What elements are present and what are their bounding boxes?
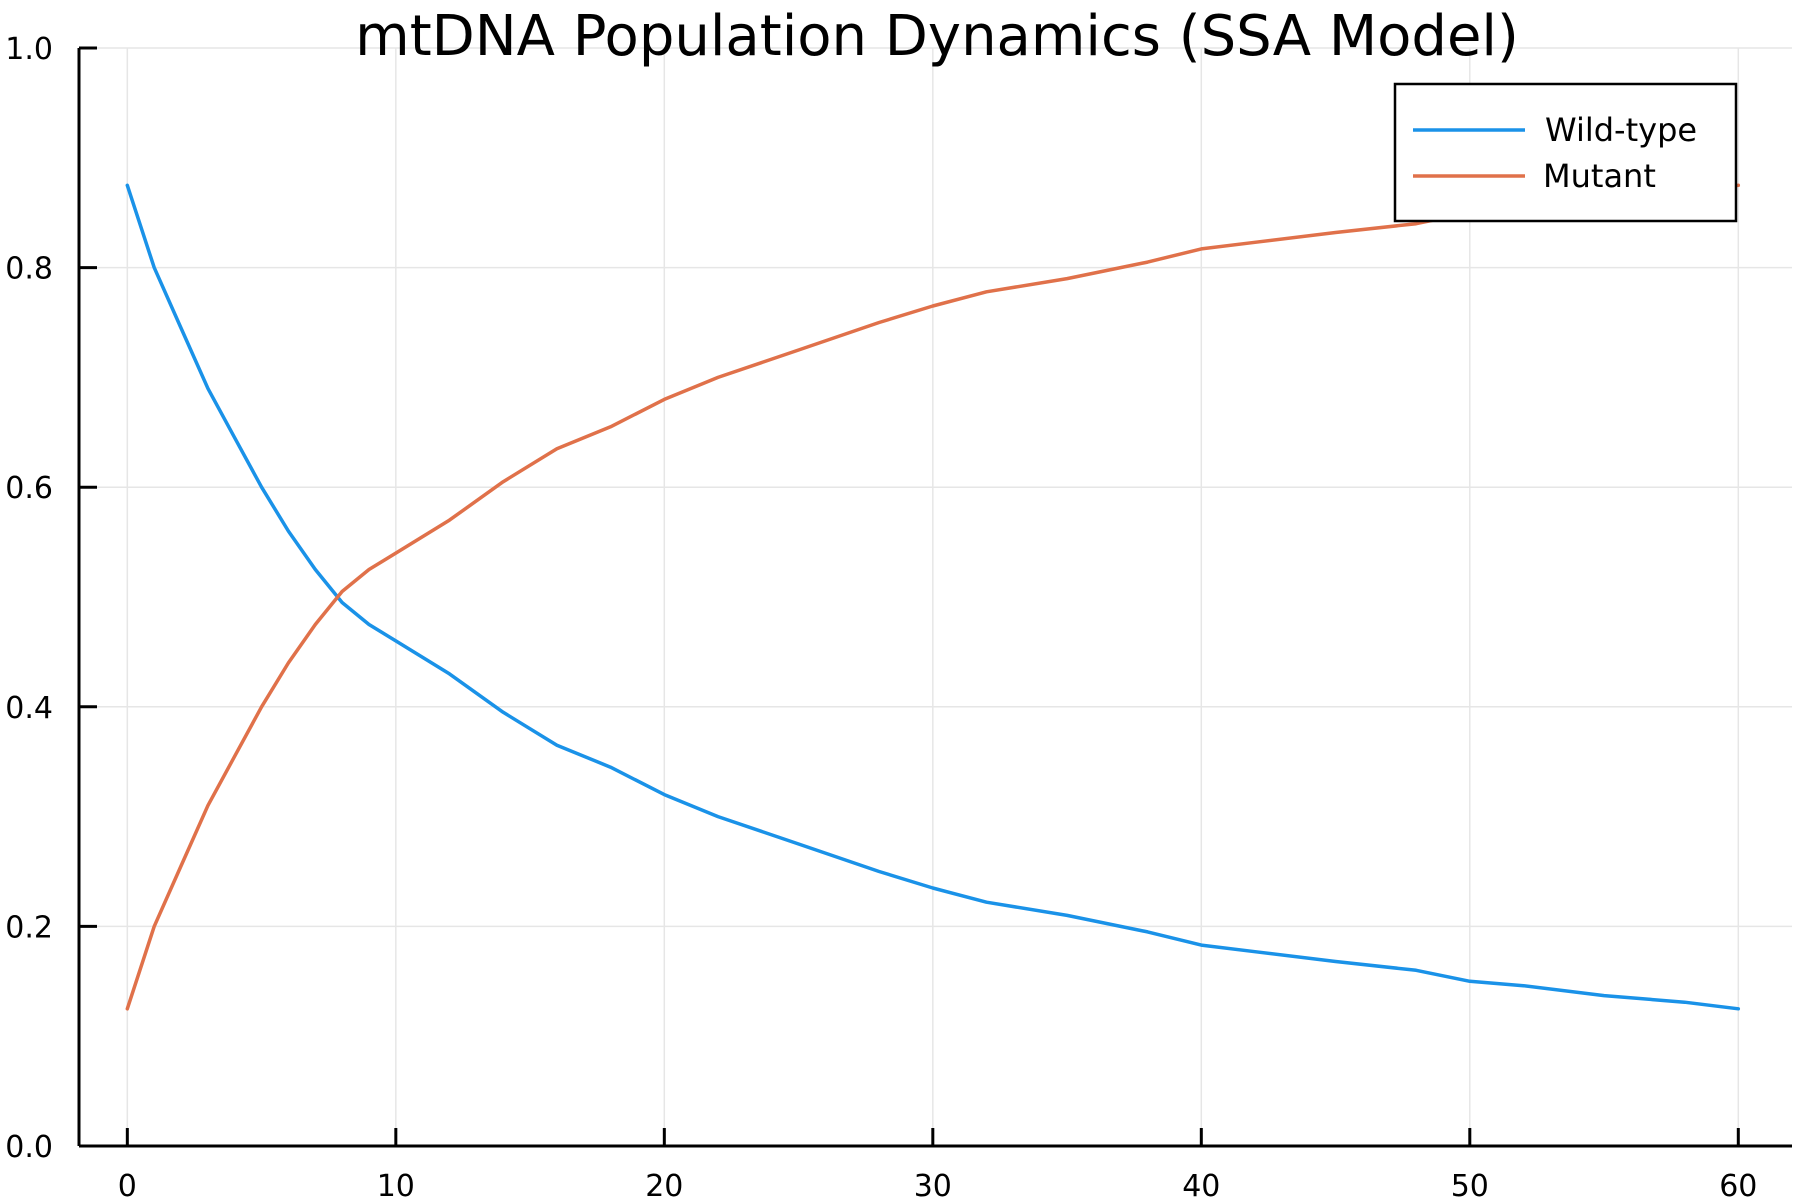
series-line-wild-type — [125, 183, 1741, 1011]
legend-box — [1393, 82, 1738, 223]
x-tick-label: 10 — [377, 1169, 415, 1200]
x-tick-label: 40 — [1182, 1169, 1220, 1200]
y-tick-label: 0.6 — [5, 471, 53, 506]
x-tick-label: 0 — [118, 1169, 137, 1200]
grid — [79, 47, 1792, 1147]
y-tick-label: 0.2 — [5, 910, 53, 945]
x-tick-label: 60 — [1719, 1169, 1757, 1200]
legend-label-wild-type: Wild-type — [1545, 111, 1697, 149]
y-tick-label: 1.0 — [5, 32, 53, 67]
y-tick-label: 0.4 — [5, 691, 53, 726]
ticks: 0 10 20 30 40 50 60 0.0 0.2 0.4 0.6 0.8 1.0 — [5, 32, 1757, 1200]
chart-title: mtDNA Population Dynamics (SSA Model) — [355, 4, 1519, 69]
y-tick-label: 0.0 — [5, 1130, 53, 1165]
series-layer — [125, 183, 1741, 1011]
axes — [77, 48, 1792, 1148]
x-tick-label: 30 — [914, 1169, 952, 1200]
series-line-mutant — [125, 183, 1741, 1011]
x-tick-label: 20 — [645, 1169, 683, 1200]
x-tick-label: 50 — [1451, 1169, 1489, 1200]
legend-label-mutant: Mutant — [1543, 157, 1656, 195]
legend: Wild-type Mutant — [1393, 82, 1738, 223]
y-tick-label: 0.8 — [5, 252, 53, 287]
